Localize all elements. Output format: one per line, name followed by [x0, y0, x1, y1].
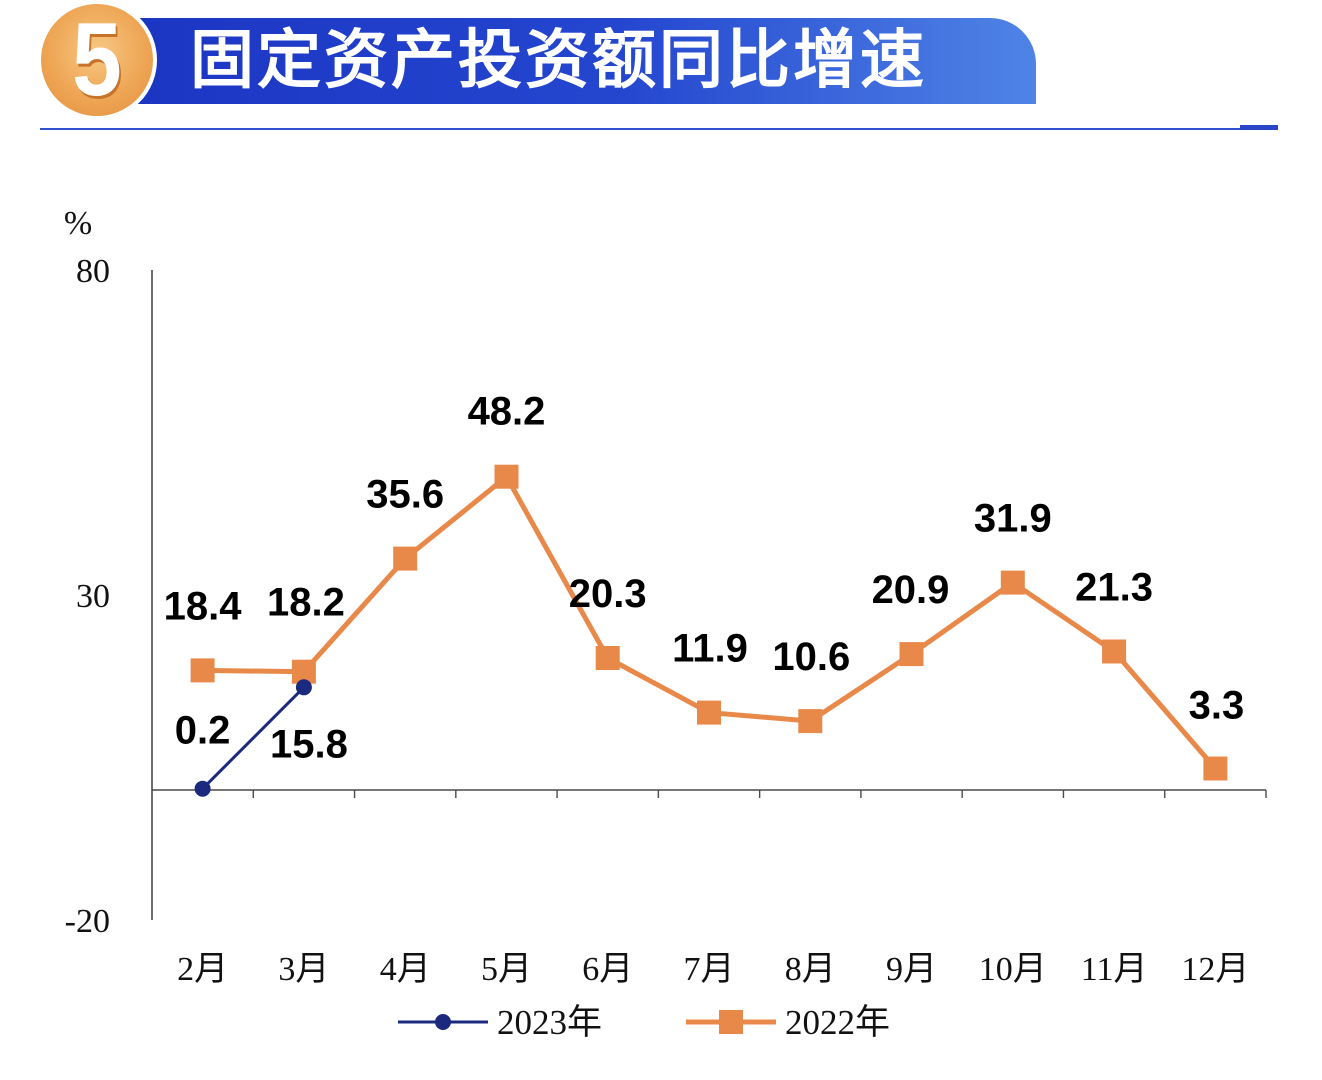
- series-1-data-label-3: 48.2: [468, 390, 546, 434]
- x-tick-label-5: 7月: [684, 951, 735, 988]
- section-number: 5: [72, 2, 122, 118]
- legend-item-1: 2022年: [686, 1003, 890, 1042]
- series-1-data-label-5: 11.9: [672, 627, 748, 671]
- series-0-data-label-1: 15.8: [270, 722, 348, 766]
- series-1-point-7: [899, 642, 924, 667]
- series-1-point-9: [1102, 639, 1127, 664]
- x-tick-label-0: 2月: [177, 951, 228, 988]
- x-tick-label-7: 9月: [886, 951, 937, 988]
- series-0-data-label-0: 0.2: [175, 709, 231, 753]
- series-1-data-label-10: 3.3: [1189, 684, 1245, 728]
- legend-label-1: 2022年: [785, 1003, 890, 1042]
- series-0-point-1: [295, 679, 312, 696]
- x-tick-label-4: 6月: [582, 951, 633, 988]
- series-1-point-3: [494, 464, 519, 489]
- legend-swatch-marker-1: [719, 1010, 743, 1034]
- series-1-point-2: [393, 546, 418, 571]
- section-header: 固定资产投资额同比增速 5: [0, 0, 1322, 140]
- section-number-badge: 5: [37, 0, 157, 120]
- y-tick-label-2: -20: [65, 903, 110, 940]
- title-banner: [110, 18, 1036, 104]
- x-tick-label-10: 12月: [1181, 951, 1249, 988]
- series-1-data-label-7: 20.9: [872, 568, 950, 612]
- series-1-point-6: [798, 709, 823, 734]
- x-tick-label-1: 3月: [278, 951, 329, 988]
- series-1-point-0: [190, 658, 215, 683]
- y-axis-unit: %: [64, 205, 92, 242]
- series-1-data-label-8: 31.9: [974, 497, 1052, 541]
- x-tick-label-8: 10月: [979, 951, 1047, 988]
- series-1-point-10: [1203, 756, 1228, 781]
- series-1-data-label-9: 21.3: [1075, 566, 1153, 610]
- chart-title: 固定资产投资额同比增速: [190, 24, 927, 98]
- series-1-point-4: [595, 646, 620, 670]
- legend-swatch-marker-0: [435, 1014, 451, 1030]
- series-1-data-label-4: 20.3: [569, 572, 647, 616]
- series-1-data-label-2: 35.6: [366, 473, 444, 517]
- series-1-data-label-1: 18.2: [267, 581, 345, 625]
- y-tick-label-0: 80: [76, 253, 110, 290]
- series-1-data-label-0: 18.4: [164, 584, 243, 628]
- x-tick-label-3: 5月: [481, 951, 532, 988]
- legend-label-0: 2023年: [497, 1003, 602, 1042]
- series-1-line: [202, 472, 1218, 771]
- header-divider-accent: [1240, 125, 1278, 130]
- series-1-point-5: [697, 700, 721, 725]
- x-tick-label-9: 11月: [1081, 951, 1148, 988]
- series-0-line: [201, 686, 305, 790]
- series-0-point-0: [194, 780, 211, 797]
- header-divider: [40, 128, 1240, 130]
- series-1-data-label-6: 10.6: [772, 635, 850, 679]
- series-1-point-8: [1000, 570, 1025, 595]
- y-tick-label-1: 30: [76, 578, 110, 615]
- x-tick-label-2: 4月: [380, 951, 431, 988]
- x-tick-label-6: 8月: [785, 951, 836, 988]
- legend-item-0: 2023年: [398, 1003, 602, 1042]
